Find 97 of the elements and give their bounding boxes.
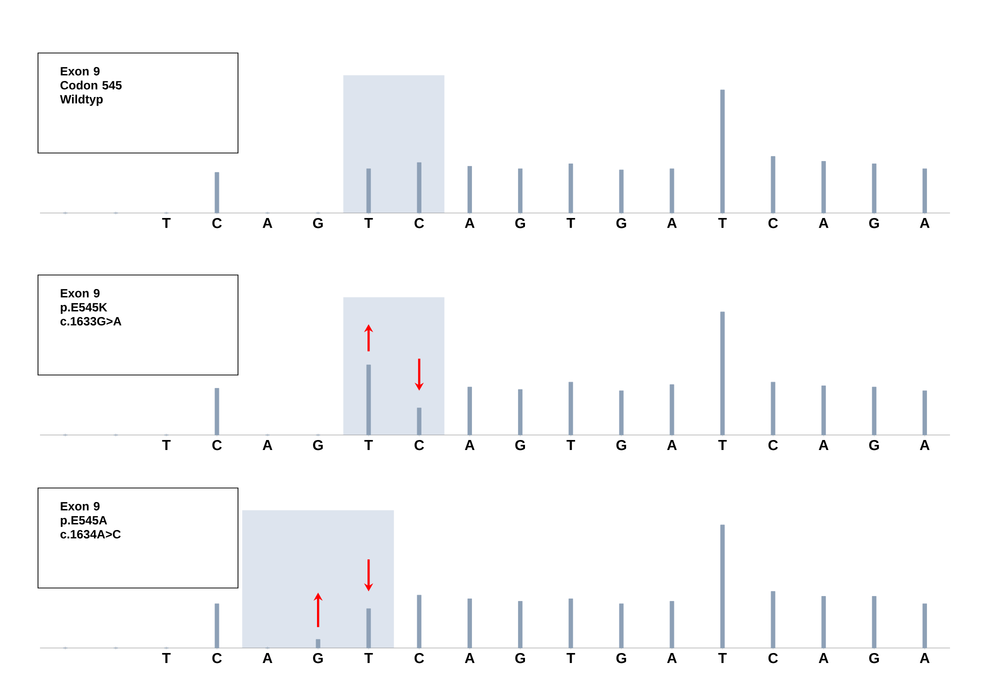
bar	[416, 408, 422, 436]
bar	[720, 312, 725, 436]
bar	[922, 390, 927, 436]
bar	[568, 164, 574, 214]
bar	[821, 596, 826, 648]
bar	[670, 601, 674, 648]
bar	[316, 639, 320, 648]
bar	[518, 389, 522, 436]
x-tick-label: G	[869, 440, 879, 450]
bar	[619, 170, 624, 214]
x-tick-label: T	[162, 218, 171, 228]
x-tick-label: T	[718, 653, 727, 663]
x-tick-label: T	[364, 440, 373, 450]
bar	[568, 382, 574, 436]
x-tick-label: T	[162, 440, 171, 450]
x-tick-label: T	[718, 218, 727, 228]
x-tick-label: T	[162, 653, 171, 663]
x-tick-label: A	[920, 653, 930, 663]
bar	[922, 168, 927, 214]
x-tick-label: G	[515, 440, 525, 450]
annotation: p.E545A	[60, 516, 108, 527]
x-tick-label: A	[818, 218, 828, 228]
bar	[366, 608, 371, 648]
x-tick-label: A	[262, 653, 272, 663]
x-tick-label: A	[920, 218, 930, 228]
x-tick-label: T	[566, 653, 576, 663]
x-tick-label: A	[262, 218, 272, 228]
bar	[770, 591, 776, 648]
bar	[214, 388, 220, 436]
x-tick-label: T	[718, 440, 727, 450]
bar	[872, 386, 876, 436]
bar	[922, 603, 927, 648]
x-tick-label: A	[667, 440, 677, 450]
x-tick-label: A	[667, 653, 677, 663]
bar	[720, 90, 725, 214]
bar	[821, 161, 826, 214]
x-tick-label: C	[414, 440, 424, 450]
bar	[214, 172, 220, 214]
x-tick-label: A	[464, 653, 475, 663]
bar	[468, 598, 472, 648]
bar	[872, 164, 876, 214]
annotation: c.1633G>A	[60, 317, 122, 326]
x-tick-label: T	[364, 218, 373, 228]
x-tick-label: G	[616, 218, 626, 228]
text: Exon 9	[60, 289, 100, 298]
bar	[518, 601, 522, 648]
x-tick-label: G	[616, 653, 626, 664]
bar	[670, 384, 674, 436]
x-tick-label: C	[212, 440, 222, 450]
x-tick-label: G	[313, 218, 323, 228]
bar	[416, 162, 422, 214]
x-tick-label: C	[212, 218, 222, 228]
x-tick-label: G	[616, 440, 626, 450]
bar	[416, 594, 422, 648]
x-tick-label: C	[768, 440, 778, 450]
bar	[720, 524, 725, 648]
x-tick-label: C	[414, 218, 424, 228]
x-tick-label: G	[313, 440, 323, 450]
x-tick-label: A	[818, 653, 828, 663]
x-tick-label: T	[566, 218, 576, 228]
x-tick-label: A	[464, 218, 475, 228]
x-tick-label: C	[414, 653, 424, 664]
x-tick-label: C	[768, 653, 778, 664]
x-tick-label: G	[869, 218, 879, 228]
x-tick-label: G	[515, 218, 525, 228]
bar	[518, 168, 522, 214]
x-tick-label: A	[464, 440, 475, 450]
text: Exon 9	[60, 502, 100, 510]
x-tick-label: A	[262, 440, 272, 450]
x-tick-label: A	[667, 218, 677, 228]
x-tick-label: G	[515, 653, 525, 664]
bar	[214, 603, 220, 648]
bar	[770, 382, 776, 436]
bar	[872, 596, 876, 648]
bar	[468, 386, 472, 436]
bar	[568, 598, 574, 648]
bar	[670, 168, 674, 214]
x-tick-label: C	[768, 218, 778, 228]
x-tick-label: A	[818, 440, 828, 450]
x-tick-label: T	[364, 653, 373, 663]
x-tick-label: G	[313, 653, 323, 664]
x-tick-label: C	[212, 653, 222, 664]
x-tick-label: G	[869, 653, 879, 664]
bar	[468, 166, 472, 214]
bar	[366, 168, 371, 214]
bar	[366, 364, 371, 436]
x-tick-label: T	[566, 440, 576, 450]
bar	[619, 603, 624, 648]
bar	[619, 390, 624, 436]
x-tick-label: A	[920, 440, 930, 450]
annotation: Wildtyp	[60, 94, 103, 106]
bar	[821, 386, 826, 436]
bar	[770, 156, 776, 214]
annotation: p.E545K	[60, 303, 108, 314]
text: Exon 9	[60, 67, 100, 76]
annotation: c.1634A>C	[60, 530, 121, 539]
text: Codon 545	[60, 80, 122, 90]
